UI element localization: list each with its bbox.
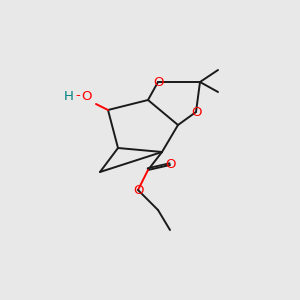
Text: O: O bbox=[166, 158, 176, 172]
Text: O: O bbox=[133, 184, 143, 196]
Text: O: O bbox=[153, 76, 163, 88]
Text: H: H bbox=[64, 89, 74, 103]
Text: -: - bbox=[76, 89, 80, 103]
Text: O: O bbox=[81, 89, 91, 103]
Text: O: O bbox=[191, 106, 201, 118]
